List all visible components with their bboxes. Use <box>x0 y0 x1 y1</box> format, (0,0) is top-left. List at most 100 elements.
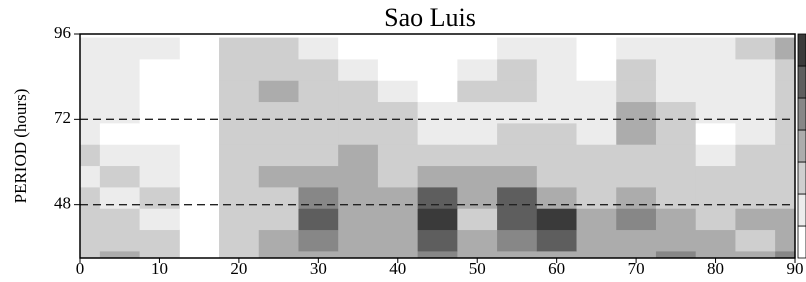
contour-cell <box>100 123 140 145</box>
contour-cell <box>378 187 418 209</box>
x-tick-label: 40 <box>389 259 406 277</box>
contour-cell <box>497 123 537 145</box>
contour-cell <box>497 80 537 102</box>
contour-cell <box>696 80 736 102</box>
contour-cell <box>298 59 338 81</box>
contour-cell <box>140 102 180 124</box>
x-tick-label: 0 <box>76 259 85 277</box>
x-tick-label: 60 <box>548 259 565 277</box>
contour-cell <box>140 59 180 81</box>
contour-cell <box>735 208 775 230</box>
colorbar-swatch <box>798 194 806 226</box>
contour-cell <box>656 166 696 188</box>
contour-cell <box>100 80 140 102</box>
contour-cell <box>418 80 458 102</box>
contour-cell <box>219 166 259 188</box>
contour-cell <box>298 144 338 166</box>
contour-cell <box>577 187 617 209</box>
contour-cell <box>418 59 458 81</box>
contour-cell <box>656 251 696 273</box>
contour-cell <box>656 38 696 60</box>
contour-cell <box>219 102 259 124</box>
contour-cell <box>735 80 775 102</box>
colorbar-swatch <box>798 98 806 130</box>
contour-cell <box>577 59 617 81</box>
contour-cell <box>298 166 338 188</box>
contour-cell <box>616 230 656 252</box>
contour-cell <box>418 208 458 230</box>
contour-cell <box>259 102 299 124</box>
contour-cell <box>497 208 537 230</box>
colorbar-swatch <box>798 130 806 162</box>
contour-cell <box>259 144 299 166</box>
contour-cell <box>338 230 378 252</box>
contour-cell <box>616 80 656 102</box>
contour-cell <box>656 102 696 124</box>
contour-cell <box>735 251 775 273</box>
contour-cell <box>497 187 537 209</box>
contour-cell <box>219 80 259 102</box>
contour-cell <box>537 102 577 124</box>
contour-cell <box>378 59 418 81</box>
contour-cell <box>378 80 418 102</box>
contour-cell <box>577 251 617 273</box>
contour-cell <box>338 166 378 188</box>
contour-cell <box>100 230 140 252</box>
contour-cell <box>696 230 736 252</box>
contour-cell <box>338 102 378 124</box>
contour-cell <box>537 123 577 145</box>
contour-cell <box>418 251 458 273</box>
x-tick-label: 50 <box>469 259 486 277</box>
contour-cell <box>577 208 617 230</box>
contour-cell <box>298 230 338 252</box>
contour-cell <box>298 38 338 60</box>
contour-cell <box>457 102 497 124</box>
contour-cell <box>140 144 180 166</box>
contour-cell <box>537 59 577 81</box>
contour-cell <box>457 80 497 102</box>
contour-cell <box>338 208 378 230</box>
contour-cell <box>497 166 537 188</box>
colorbar-swatch <box>798 34 806 66</box>
contour-cell <box>378 38 418 60</box>
x-tick-label: 80 <box>707 259 724 277</box>
contour-cell <box>696 38 736 60</box>
x-tick-label: 20 <box>230 259 247 277</box>
contour-cell <box>338 80 378 102</box>
contour-cell <box>219 38 259 60</box>
contour-cell <box>259 38 299 60</box>
contour-cell <box>497 144 537 166</box>
contour-cell <box>140 230 180 252</box>
contour-cell <box>577 38 617 60</box>
contour-cell <box>457 166 497 188</box>
contour-cell <box>457 187 497 209</box>
contour-cell <box>577 123 617 145</box>
contour-cell <box>537 80 577 102</box>
contour-cell <box>537 38 577 60</box>
contour-cell <box>378 166 418 188</box>
contour-cell <box>259 251 299 273</box>
x-tick-label: 90 <box>787 259 804 277</box>
contour-cell <box>457 59 497 81</box>
contour-cell <box>616 102 656 124</box>
contour-cell <box>338 59 378 81</box>
contour-cell <box>735 59 775 81</box>
contour-cell <box>696 102 736 124</box>
contour-cell <box>537 187 577 209</box>
contour-cell <box>378 123 418 145</box>
contour-cell <box>616 123 656 145</box>
contour-cell <box>100 187 140 209</box>
contour-cell <box>140 123 180 145</box>
contour-cell <box>378 230 418 252</box>
contour-cell <box>219 59 259 81</box>
contour-cell <box>457 208 497 230</box>
contour-cell <box>696 59 736 81</box>
contour-cell <box>577 80 617 102</box>
contour-cell <box>696 166 736 188</box>
contour-cell <box>735 230 775 252</box>
contour-cell <box>616 38 656 60</box>
contour-cell <box>457 230 497 252</box>
contour-cell <box>497 59 537 81</box>
contour-cell <box>418 38 458 60</box>
chart: Sao Luis PERIOD (hours) 4872960102030405… <box>0 0 806 277</box>
